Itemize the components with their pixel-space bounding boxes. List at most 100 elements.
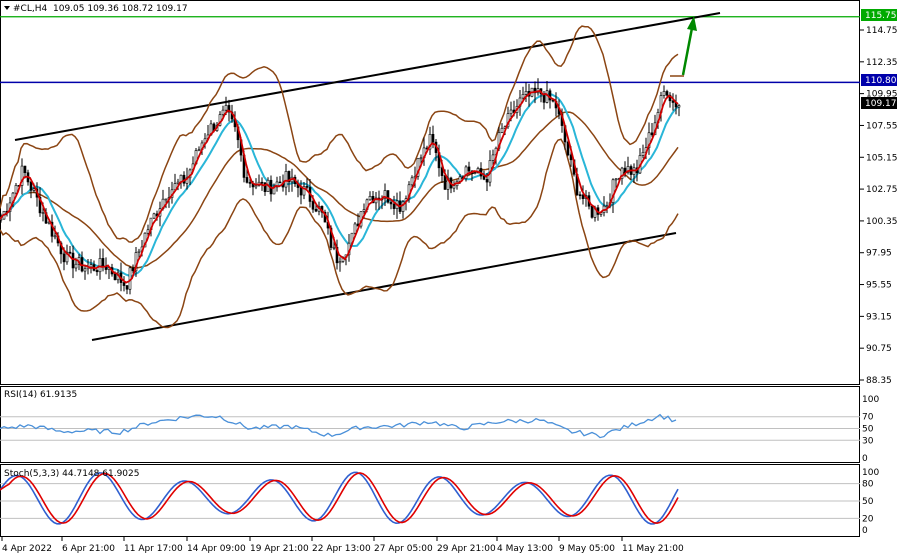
time-tick-label: 11 May 21:00 xyxy=(622,544,684,554)
candle-body xyxy=(473,172,477,174)
candle-body xyxy=(14,185,18,194)
candle-body xyxy=(668,94,672,102)
candle-body xyxy=(278,181,282,184)
candle-body xyxy=(71,252,75,269)
candle-body xyxy=(302,186,306,196)
candle-body xyxy=(431,133,435,143)
price-tick-label: 93.15 xyxy=(866,312,892,322)
rsi-tick-label: 30 xyxy=(862,436,874,446)
time-tick-label: 27 Apr 05:00 xyxy=(374,544,433,554)
candle-body xyxy=(524,91,528,95)
candle-body xyxy=(620,167,624,179)
price-tick-label: 88.35 xyxy=(866,376,892,386)
candle-body xyxy=(227,105,231,113)
svg-text:109.17: 109.17 xyxy=(865,99,897,109)
rsi-tick-label: 50 xyxy=(862,425,874,435)
rsi-plot xyxy=(0,413,860,441)
candle-body xyxy=(137,250,141,253)
candle-body xyxy=(566,141,570,156)
candle-body xyxy=(401,201,405,212)
candle-body xyxy=(41,212,45,214)
candle-body xyxy=(260,181,264,184)
candle-body xyxy=(386,190,390,203)
candle-body xyxy=(590,205,594,218)
candle-body xyxy=(311,201,315,210)
time-tick-label: 14 Apr 09:00 xyxy=(187,544,246,554)
candle-body xyxy=(581,194,585,199)
candle-body xyxy=(521,94,525,99)
candle-body xyxy=(68,251,72,254)
rsi-tick-label: 0 xyxy=(862,454,868,464)
main-panel-frame xyxy=(0,0,860,385)
candle-body xyxy=(146,229,150,234)
candle-body xyxy=(467,166,471,172)
candle-body xyxy=(125,285,129,290)
candle-body xyxy=(614,178,618,181)
blue-level-box: 110.80 xyxy=(861,74,897,86)
candle-body xyxy=(641,152,645,156)
bollinger-upper xyxy=(0,25,679,243)
candle-body xyxy=(626,166,630,173)
rsi-tick-label: 100 xyxy=(862,395,879,405)
time-tick-label: 4 Apr 2022 xyxy=(2,544,52,554)
time-tick-label: 29 Apr 21:00 xyxy=(437,544,496,554)
candle-body xyxy=(578,194,582,196)
price-tick-label: 100.35 xyxy=(866,217,898,227)
candle-body xyxy=(428,133,432,150)
candle-body xyxy=(254,185,258,188)
stoch-signal-line xyxy=(0,472,679,525)
candle-body xyxy=(263,182,267,192)
candle-body xyxy=(443,175,447,190)
candle-body xyxy=(95,270,99,273)
candle-body xyxy=(548,90,552,101)
svg-text:110.80: 110.80 xyxy=(865,76,897,86)
symbol-label: #CL,H4 xyxy=(13,4,47,14)
up-arrow-shaft xyxy=(681,27,694,76)
candle-body xyxy=(248,182,252,184)
stoch-tick-label: 100 xyxy=(862,468,879,478)
ohlc-label: 109.05 109.36 108.72 109.17 xyxy=(53,4,188,14)
rsi-panel-frame xyxy=(0,386,860,463)
candle-body xyxy=(362,209,366,212)
candle-body xyxy=(152,213,156,219)
candle-body xyxy=(440,167,444,176)
price-tick-label: 90.75 xyxy=(866,344,892,354)
candle-body xyxy=(299,187,303,196)
candle-body xyxy=(491,154,495,161)
candle-body xyxy=(509,109,513,115)
bollinger-middle xyxy=(0,111,679,269)
time-tick-label: 9 May 05:00 xyxy=(559,544,615,554)
candle-body xyxy=(98,258,102,273)
time-tick-label: 6 Apr 21:00 xyxy=(62,544,115,554)
candle-body xyxy=(197,149,201,152)
candle-body xyxy=(245,177,249,183)
candle-body xyxy=(338,261,342,264)
candle-body xyxy=(392,203,396,209)
candle-body xyxy=(500,127,504,133)
candle-body xyxy=(83,268,87,272)
time-tick-label: 19 Apr 21:00 xyxy=(250,544,309,554)
price-tick-label: 112.35 xyxy=(866,58,898,68)
rsi-line xyxy=(0,413,677,439)
candle-body xyxy=(53,235,57,238)
time-tick-label: 4 May 13:00 xyxy=(497,544,553,554)
candle-body xyxy=(74,263,78,269)
candle-body xyxy=(143,232,147,248)
channel-upper-line xyxy=(14,12,721,141)
price-tick-label: 102.75 xyxy=(866,185,898,195)
candle-body xyxy=(122,282,126,286)
candle-body xyxy=(62,253,66,263)
candle-body xyxy=(677,105,681,108)
candle-body xyxy=(275,181,279,188)
candle-body xyxy=(89,264,93,268)
stoch-main-line xyxy=(0,471,679,525)
candle-body xyxy=(20,165,24,186)
stoch-plot xyxy=(0,471,860,525)
price-tick-label: 114.75 xyxy=(866,26,898,36)
candle-body xyxy=(485,179,489,183)
candle-body xyxy=(662,91,666,96)
channel-lower-line xyxy=(91,232,677,341)
dropdown-triangle-icon[interactable] xyxy=(4,6,10,10)
price-tick-label: 107.55 xyxy=(866,121,898,131)
